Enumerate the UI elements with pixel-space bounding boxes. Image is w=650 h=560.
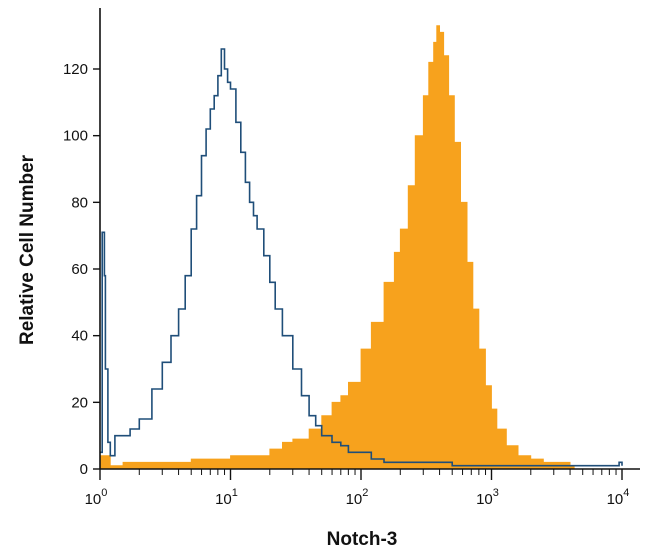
y-tick-label: 100 (63, 128, 88, 145)
y-ticks: 0 20 40 60 80 100 120 (63, 61, 100, 478)
series-1-outline-histogram (100, 48, 623, 467)
y-tick-label: 40 (71, 328, 88, 345)
plot-area (99, 25, 623, 470)
x-ticks: 100 101 102 103 104 (85, 469, 630, 508)
axes (99, 8, 640, 470)
x-tick-label: 100 (85, 487, 108, 508)
y-tick-label: 60 (71, 261, 88, 278)
y-tick-label: 120 (63, 61, 88, 78)
series-0-filled-histogram (99, 25, 575, 470)
y-axis-title: Relative Cell Number (17, 154, 38, 345)
x-tick-label: 102 (346, 487, 369, 508)
y-tick-label: 0 (80, 461, 88, 478)
y-tick-label: 20 (71, 394, 88, 411)
y-tick-label: 80 (71, 194, 88, 211)
x-tick-label: 101 (215, 487, 238, 508)
x-axis-title: Notch-3 (327, 529, 398, 550)
x-tick-label: 103 (476, 487, 499, 508)
x-tick-label: 104 (607, 487, 630, 508)
